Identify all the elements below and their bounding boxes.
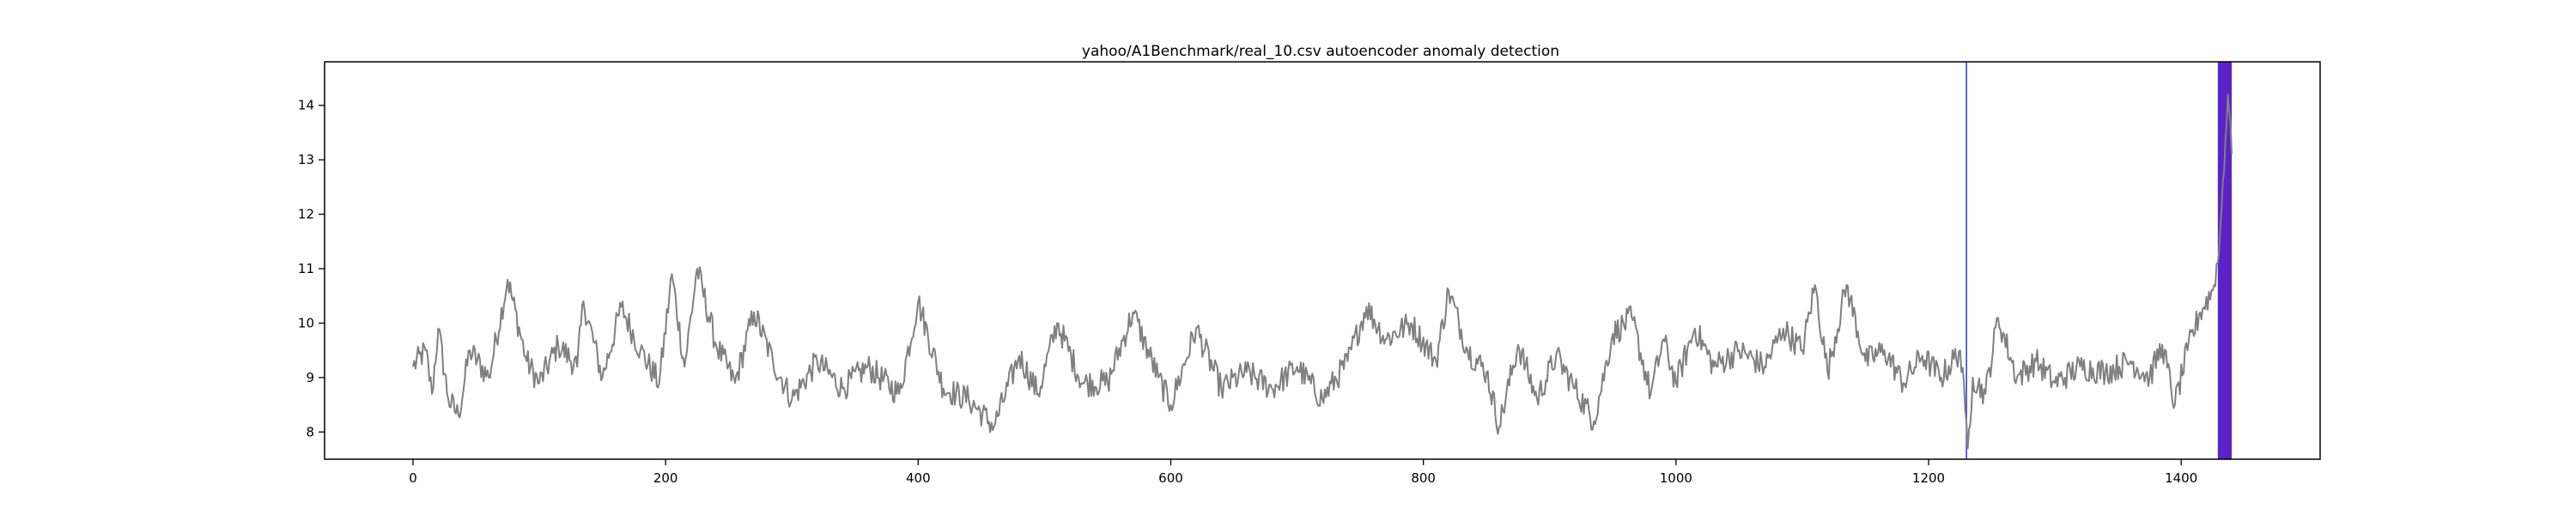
series-line-0 [411,94,2233,450]
x-tick-label: 0 [409,470,417,486]
y-axis: 8 9 10 11 12 13 14 [298,98,325,439]
y-tick-label: 12 [298,207,314,222]
series-layer [411,94,2233,450]
x-tick-label: 1400 [2165,470,2197,486]
x-tick-label: 200 [653,470,678,486]
x-tick-label: 600 [1158,470,1183,486]
x-tick-label: 800 [1411,470,1436,486]
y-tick-label: 11 [298,261,314,276]
y-tick-label: 13 [298,152,314,167]
x-tick-label: 400 [906,470,931,486]
chart-title: yahoo/A1Benchmark/real_10.csv autoencode… [1082,43,1559,60]
anomaly-region-1 [2217,62,2233,459]
y-tick-label: 9 [306,370,314,385]
x-axis: 0 200 400 600 800 1000 1200 1400 [409,459,2197,486]
y-tick-label: 14 [298,98,314,113]
x-tick-label: 1000 [1660,470,1692,486]
y-tick-label: 10 [298,315,314,330]
anomaly-layer [1965,62,2233,459]
plot-frame [324,61,2321,460]
y-tick-label: 8 [306,424,314,439]
x-tick-label: 1200 [1912,470,1945,486]
